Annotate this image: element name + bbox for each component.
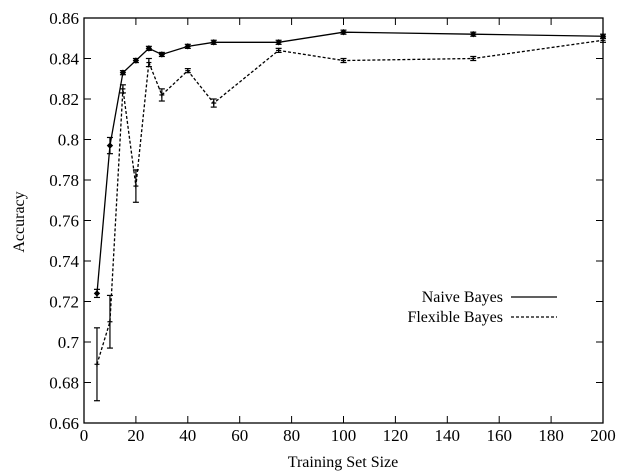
data-point [107, 319, 113, 325]
y-tick-label: 0.7 [58, 333, 80, 352]
x-tick-label: 40 [179, 426, 196, 445]
legend-label: Flexible Bayes [407, 309, 503, 326]
x-axis-label: Training Set Size [288, 454, 399, 471]
data-point [210, 39, 217, 46]
y-tick-label: 0.72 [49, 293, 79, 312]
data-point [340, 28, 347, 36]
y-tick-label: 0.68 [49, 374, 79, 393]
data-point [211, 100, 217, 106]
data-point [132, 57, 140, 64]
x-tick-label: 200 [590, 426, 616, 445]
legend: Naive Bayes Flexible Bayes [407, 289, 557, 326]
data-point [120, 86, 126, 92]
x-tick-label: 0 [80, 426, 89, 445]
data-point [470, 56, 476, 61]
legend-label: Naive Bayes [422, 289, 503, 306]
data-point [119, 69, 127, 76]
plot-frame [83, 17, 604, 424]
data-point [600, 37, 606, 43]
y-tick-label: 0.74 [49, 252, 79, 271]
data-point [275, 39, 282, 46]
axis-ticks: 0 20 40 60 80 100 120 140 160 180 200 0.66 0.68 0.7 0.… [49, 9, 616, 445]
x-tick-label: 120 [383, 426, 409, 445]
series-line-1 [96, 31, 604, 294]
y-tick-label: 0.86 [49, 9, 79, 28]
data-point [133, 183, 139, 189]
y-tick-label: 0.82 [49, 90, 79, 109]
x-tick-label: 20 [127, 426, 144, 445]
data-point [276, 47, 282, 53]
x-tick-label: 100 [331, 426, 357, 445]
data-point [93, 290, 101, 297]
series-layer [93, 28, 607, 402]
y-tick-label: 0.76 [49, 212, 79, 231]
data-point [106, 142, 114, 149]
data-point [341, 58, 346, 64]
x-tick-label: 180 [538, 426, 564, 445]
data-point [145, 45, 153, 52]
y-tick-label: 0.84 [49, 50, 79, 69]
y-tick-label: 0.66 [49, 414, 79, 433]
data-point [185, 68, 191, 74]
y-tick-label: 0.78 [49, 171, 79, 190]
data-point [158, 51, 166, 58]
data-point [159, 92, 165, 98]
data-point [470, 31, 477, 38]
x-tick-label: 140 [435, 426, 461, 445]
data-point [184, 43, 191, 50]
data-point [146, 60, 152, 66]
x-tick-label: 60 [231, 426, 248, 445]
x-tick-label: 80 [283, 426, 300, 445]
data-point [94, 361, 100, 367]
series-line-2 [96, 39, 604, 365]
y-tick-label: 0.8 [58, 131, 79, 150]
x-tick-label: 160 [486, 426, 512, 445]
y-axis-label: Accuracy [11, 191, 28, 252]
